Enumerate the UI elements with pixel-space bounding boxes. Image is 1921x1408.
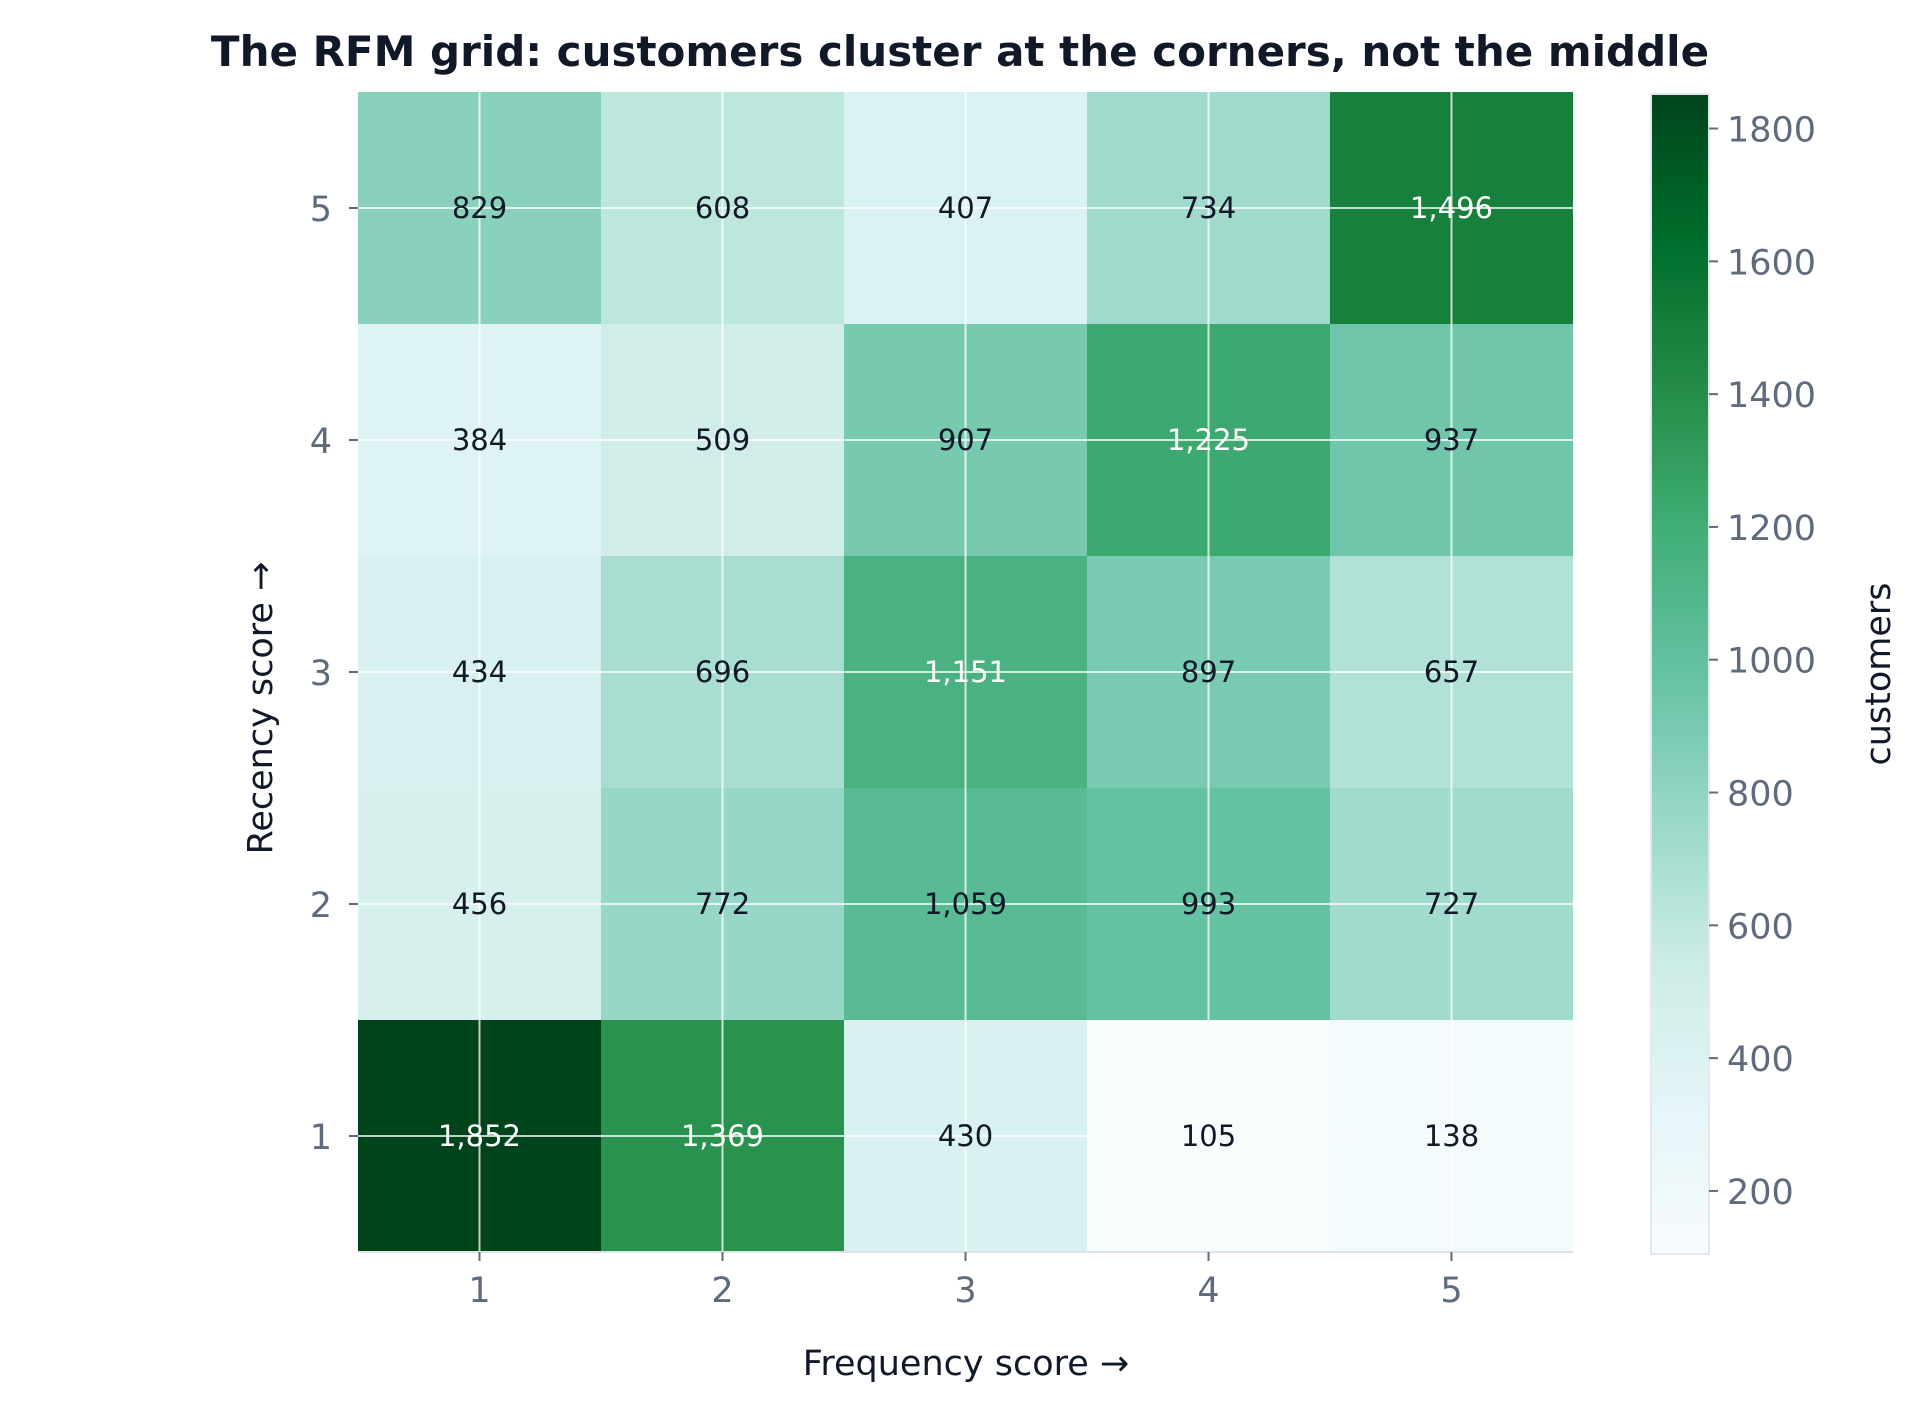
cell-value-label: 897 xyxy=(1181,655,1236,689)
cell-value-label: 384 xyxy=(452,423,507,457)
colorbar-ticks: 200 400 600 800 1000 1200 1400 1600 1800 xyxy=(1709,111,1816,1213)
cell-value-label: 734 xyxy=(1181,191,1236,225)
cell-value-label: 727 xyxy=(1424,887,1479,921)
cell-value-label: 696 xyxy=(695,655,750,689)
cell-value-label: 1,496 xyxy=(1410,191,1493,225)
colorbar-tick-label: 400 xyxy=(1727,1040,1794,1080)
cell-value-label: 105 xyxy=(1181,1119,1236,1153)
cell-value-label: 430 xyxy=(938,1119,993,1153)
cell-value-label: 456 xyxy=(452,887,507,921)
y-axis-ticks: 1 2 3 4 5 xyxy=(310,190,358,1158)
y-tick-label: 2 xyxy=(310,886,332,926)
cell-value-label: 1,852 xyxy=(438,1119,521,1153)
x-tick-label: 5 xyxy=(1440,1271,1462,1311)
gridlines xyxy=(358,92,1573,1253)
chart-title: The RFM grid: customers cluster at the c… xyxy=(211,27,1709,76)
colorbar-tick-label: 800 xyxy=(1727,775,1794,815)
cell-labels: 1,852 1,369 430 105 138 456 772 1,059 993 727 434 6… xyxy=(438,191,1493,1153)
cell-value-label: 907 xyxy=(938,423,993,457)
x-tick-label: 2 xyxy=(711,1271,733,1311)
cell-value-label: 1,225 xyxy=(1167,423,1250,457)
colorbar-tick-label: 1200 xyxy=(1727,509,1816,549)
colorbar-tick-label: 1800 xyxy=(1727,111,1816,151)
y-tick-label: 4 xyxy=(310,422,332,462)
colorbar-tick-label: 200 xyxy=(1727,1173,1794,1213)
cell-value-label: 407 xyxy=(938,191,993,225)
x-tick-label: 4 xyxy=(1197,1271,1219,1311)
colorbar-tick-label: 600 xyxy=(1727,907,1794,947)
x-tick-label: 3 xyxy=(954,1271,976,1311)
cell-value-label: 772 xyxy=(695,887,750,921)
cell-value-label: 829 xyxy=(452,191,507,225)
x-axis-label: Frequency score → xyxy=(803,1344,1129,1384)
cell-value-label: 138 xyxy=(1424,1119,1479,1153)
colorbar-label: customers xyxy=(1859,582,1899,765)
y-tick-label: 3 xyxy=(310,654,332,694)
cell-value-label: 1,059 xyxy=(924,887,1007,921)
y-tick-label: 1 xyxy=(310,1118,332,1158)
colorbar-tick-label: 1000 xyxy=(1727,642,1816,682)
cell-value-label: 937 xyxy=(1424,423,1479,457)
cell-value-label: 434 xyxy=(452,655,507,689)
cell-value-label: 509 xyxy=(695,423,750,457)
cell-value-label: 657 xyxy=(1424,655,1479,689)
cell-value-label: 993 xyxy=(1181,887,1236,921)
x-axis-ticks: 1 2 3 4 5 xyxy=(468,1252,1463,1311)
y-axis-label: Recency score → xyxy=(241,562,281,855)
y-tick-label: 5 xyxy=(310,190,332,230)
x-tick-label: 1 xyxy=(468,1271,490,1311)
cell-value-label: 1,369 xyxy=(681,1119,764,1153)
colorbar-tick-label: 1600 xyxy=(1727,243,1816,283)
colorbar-tick-label: 1400 xyxy=(1727,376,1816,416)
cell-value-label: 1,151 xyxy=(924,655,1007,689)
cell-value-label: 608 xyxy=(695,191,750,225)
colorbar xyxy=(1650,93,1710,1255)
